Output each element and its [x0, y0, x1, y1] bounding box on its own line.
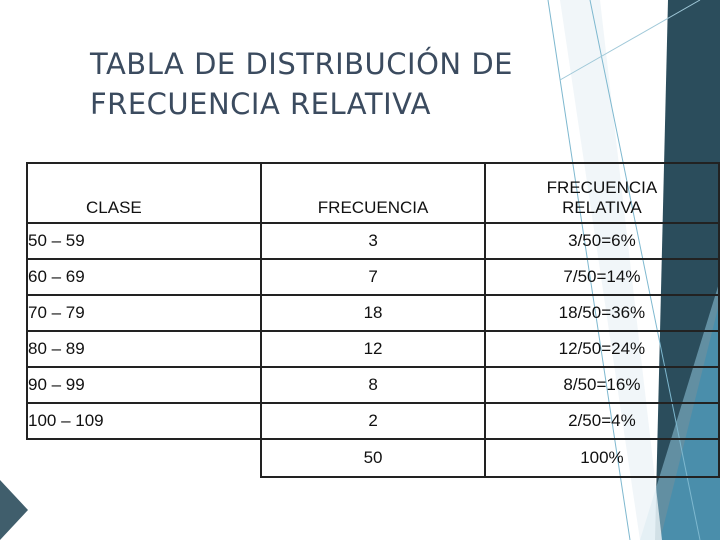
slide-title-line-2: FRECUENCIA RELATIVA [90, 87, 431, 121]
table-row: 60 – 69 7 7/50=14% [25, 258, 720, 295]
table-row: 70 – 79 18 18/50=36% [25, 294, 720, 331]
cell-clase: 100 – 109 [25, 402, 263, 439]
cell-frecuencia: 12 [261, 330, 486, 367]
cell-clase: 90 – 99 [25, 366, 263, 403]
cell-relativa: 3/50=6% [484, 222, 720, 259]
total-frecuencia: 50 [260, 438, 486, 478]
cell-clase: 80 – 89 [25, 330, 263, 367]
cell-frecuencia: 18 [261, 294, 486, 331]
slide-title-line-1: TABLA DE DISTRIBUCIÓN DE [90, 47, 513, 81]
cell-relativa: 12/50=24% [484, 330, 720, 367]
total-relativa: 100% [484, 438, 720, 478]
decor-left-arrow [0, 480, 28, 540]
header-clase: CLASE [25, 162, 263, 223]
header-frecuencia-relativa: FRECUENCIA RELATIVA [484, 162, 720, 223]
cell-clase: 70 – 79 [25, 294, 263, 331]
decor-line-3 [559, 0, 701, 81]
cell-relativa: 7/50=14% [484, 258, 720, 295]
header-relativa-line-2: RELATIVA [562, 198, 642, 217]
header-relativa-line-1: FRECUENCIA [546, 178, 658, 197]
table-header-row: CLASE FRECUENCIA FRECUENCIA RELATIVA [25, 162, 720, 223]
cell-frecuencia: 3 [261, 222, 486, 259]
cell-frecuencia: 7 [261, 258, 486, 295]
cell-clase: 60 – 69 [25, 258, 263, 295]
header-frecuencia: FRECUENCIA [261, 162, 486, 223]
table-row: 90 – 99 8 8/50=16% [25, 366, 720, 403]
cell-frecuencia: 8 [261, 366, 486, 403]
table-row: 50 – 59 3 3/50=6% [25, 222, 720, 259]
table-total-row: 50 100% [27, 438, 720, 478]
table-row: 100 – 109 2 2/50=4% [25, 402, 720, 439]
empty-cell [27, 438, 262, 477]
cell-frecuencia: 2 [261, 402, 486, 439]
cell-relativa: 18/50=36% [484, 294, 720, 331]
frequency-table: CLASE FRECUENCIA FRECUENCIA RELATIVA 50 … [25, 162, 720, 478]
table-row: 80 – 89 12 12/50=24% [25, 330, 720, 367]
slide-title: TABLA DE DISTRIBUCIÓN DE FRECUENCIA RELA… [90, 44, 610, 124]
cell-relativa: 8/50=16% [484, 366, 720, 403]
cell-clase: 50 – 59 [25, 222, 263, 259]
cell-relativa: 2/50=4% [484, 402, 720, 439]
